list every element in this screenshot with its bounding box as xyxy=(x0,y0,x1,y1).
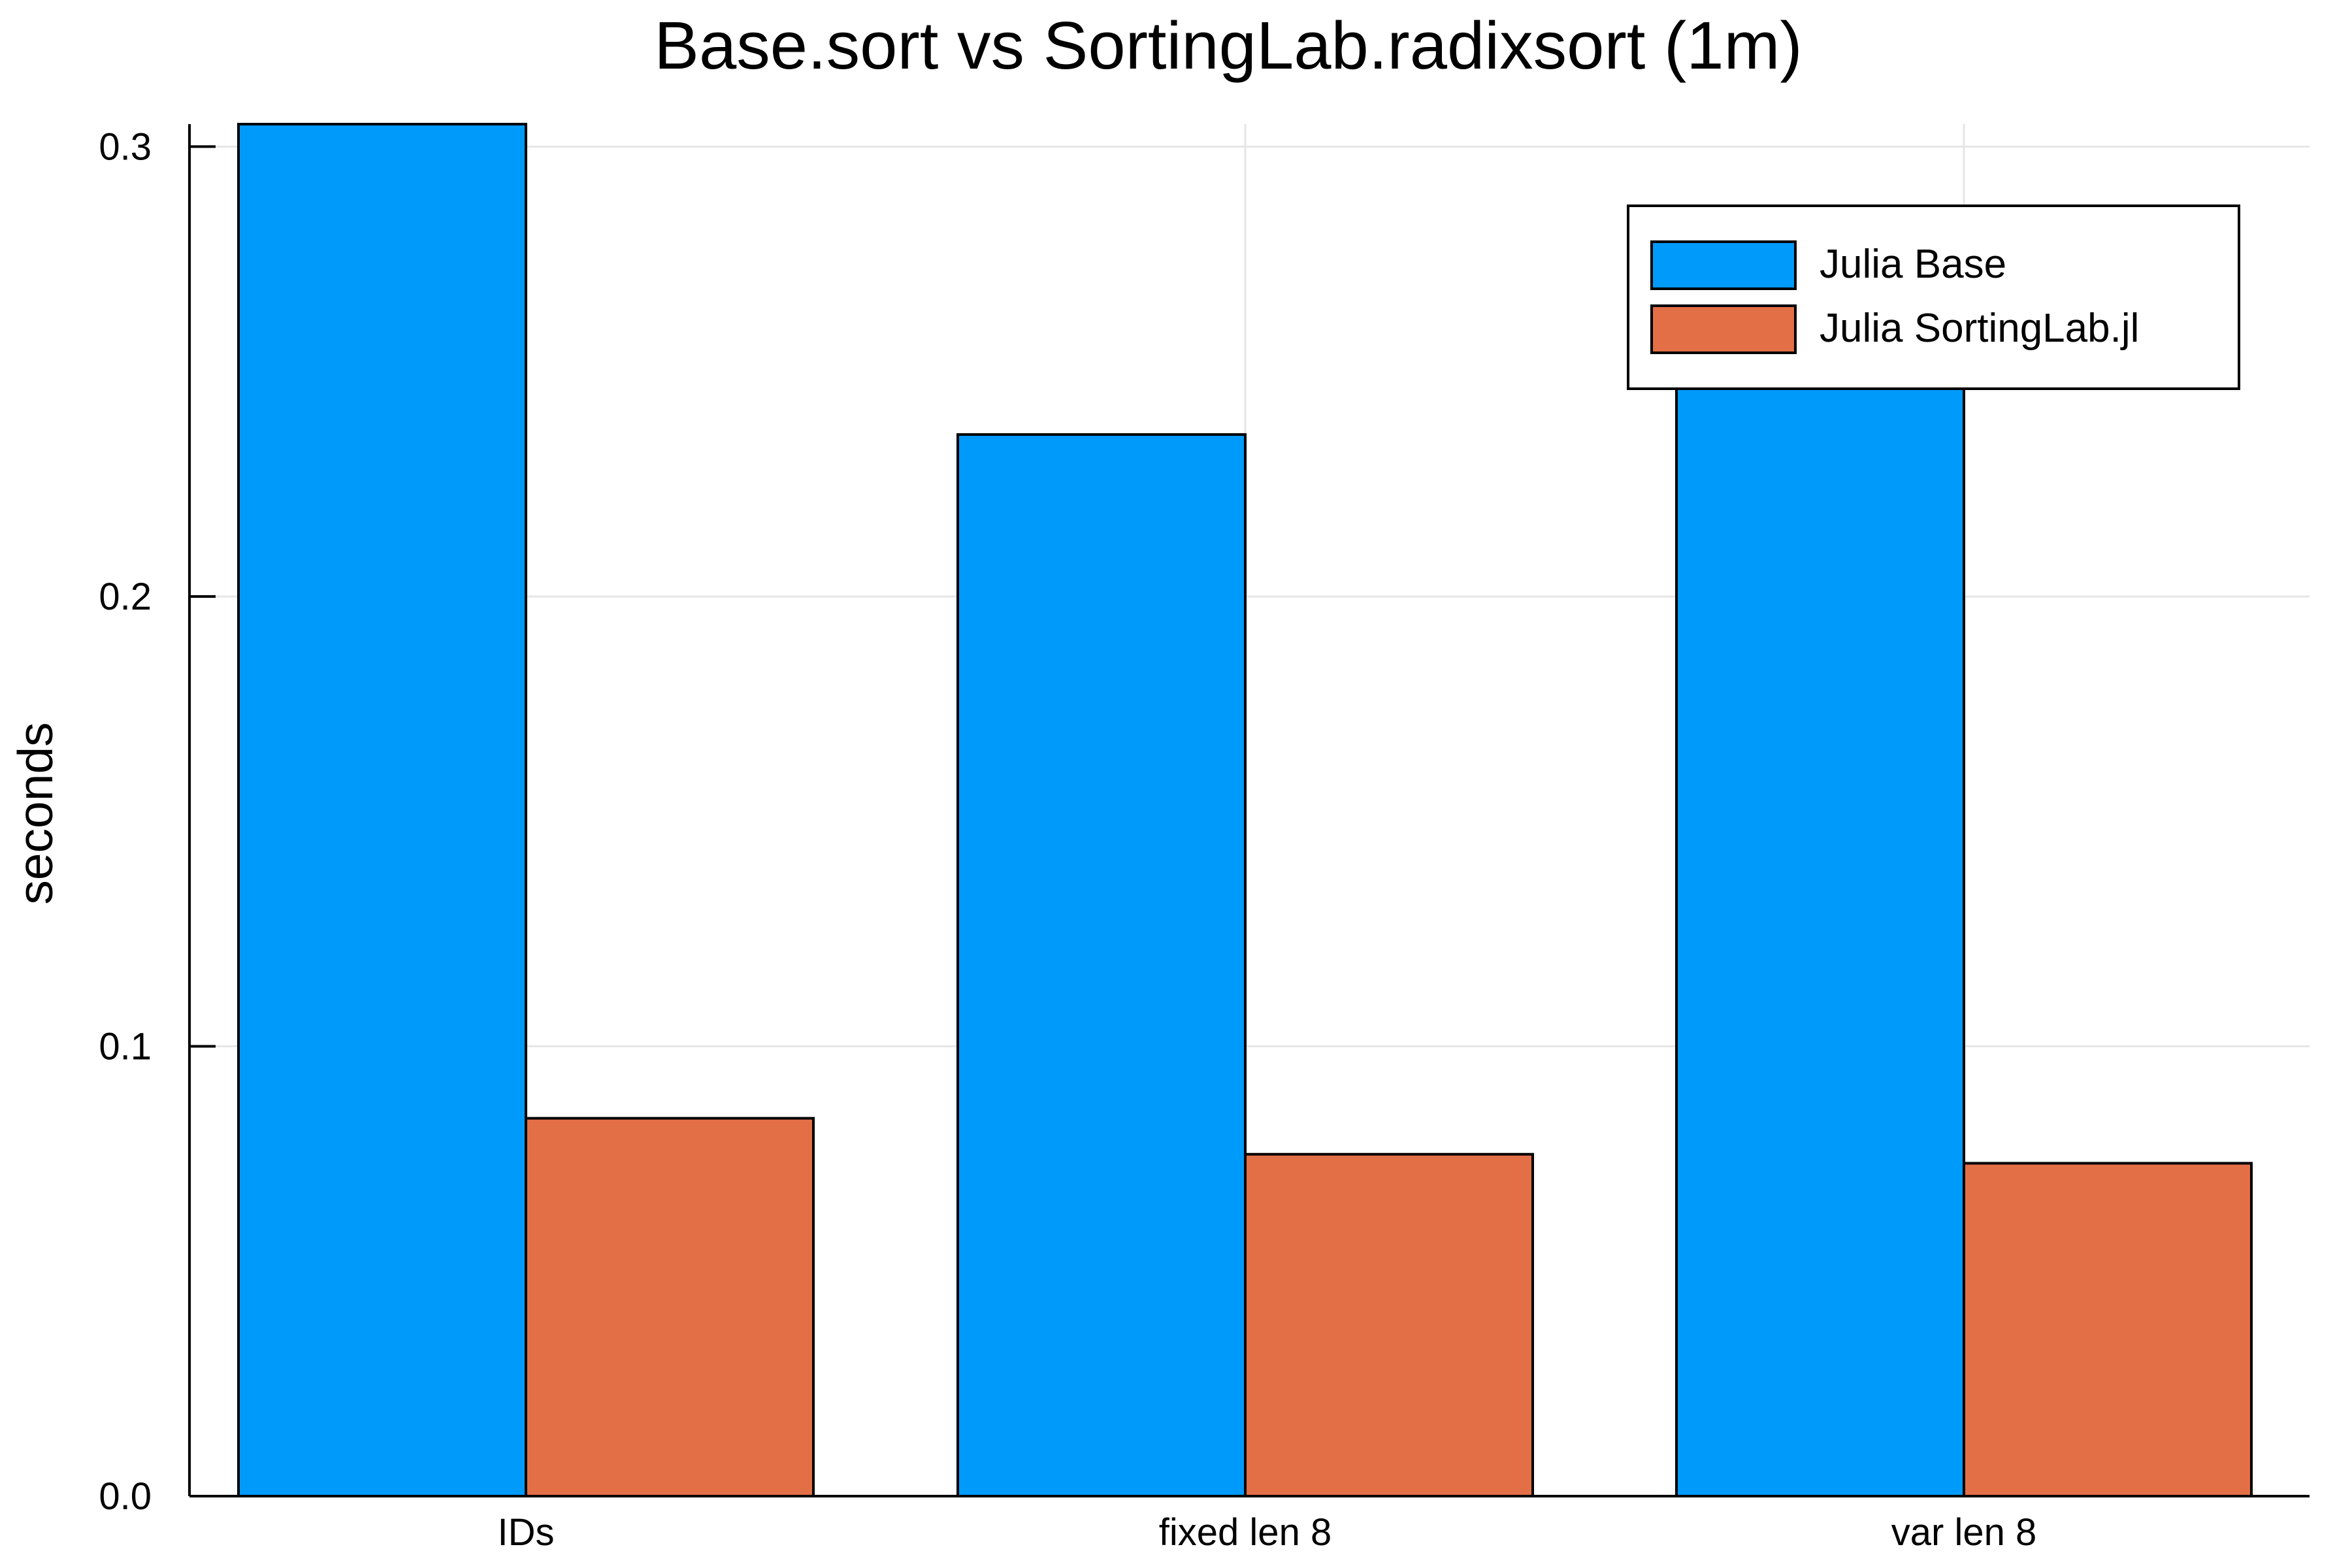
bar xyxy=(1963,1162,2253,1498)
x-tick-label: IDs xyxy=(498,1511,555,1554)
y-tick-label: 0.1 xyxy=(99,1025,152,1068)
axes-layer xyxy=(188,124,2310,1497)
chart-legend: Julia Base Julia SortingLab.jl xyxy=(1627,204,2240,390)
legend-swatch xyxy=(1650,240,1797,290)
legend-label: Julia SortingLab.jl xyxy=(1820,306,2139,351)
legend-box xyxy=(1627,204,2240,390)
tick-labels: 0.0 0.1 0.2 0.3 IDs fixed len 8 var len 8 xyxy=(99,125,2036,1554)
legend-label: Julia Base xyxy=(1820,242,2006,287)
x-tick-label: fixed len 8 xyxy=(1159,1511,1331,1554)
y-tick-label: 0.0 xyxy=(99,1475,152,1518)
bars-layer xyxy=(237,123,2253,1498)
y-tick-label: 0.3 xyxy=(99,125,152,168)
x-tick-label: var len 8 xyxy=(1891,1511,2036,1554)
bar xyxy=(237,123,527,1497)
chart-title: Base.sort vs SortingLab.radixsort (1m) xyxy=(654,8,1802,83)
bar xyxy=(956,433,1247,1498)
bar xyxy=(1244,1152,1534,1497)
y-axis-label: seconds xyxy=(8,722,63,904)
y-tick-label: 0.2 xyxy=(99,576,152,618)
bar xyxy=(1675,348,1965,1497)
legend-swatch xyxy=(1650,304,1797,354)
bar xyxy=(525,1117,815,1498)
